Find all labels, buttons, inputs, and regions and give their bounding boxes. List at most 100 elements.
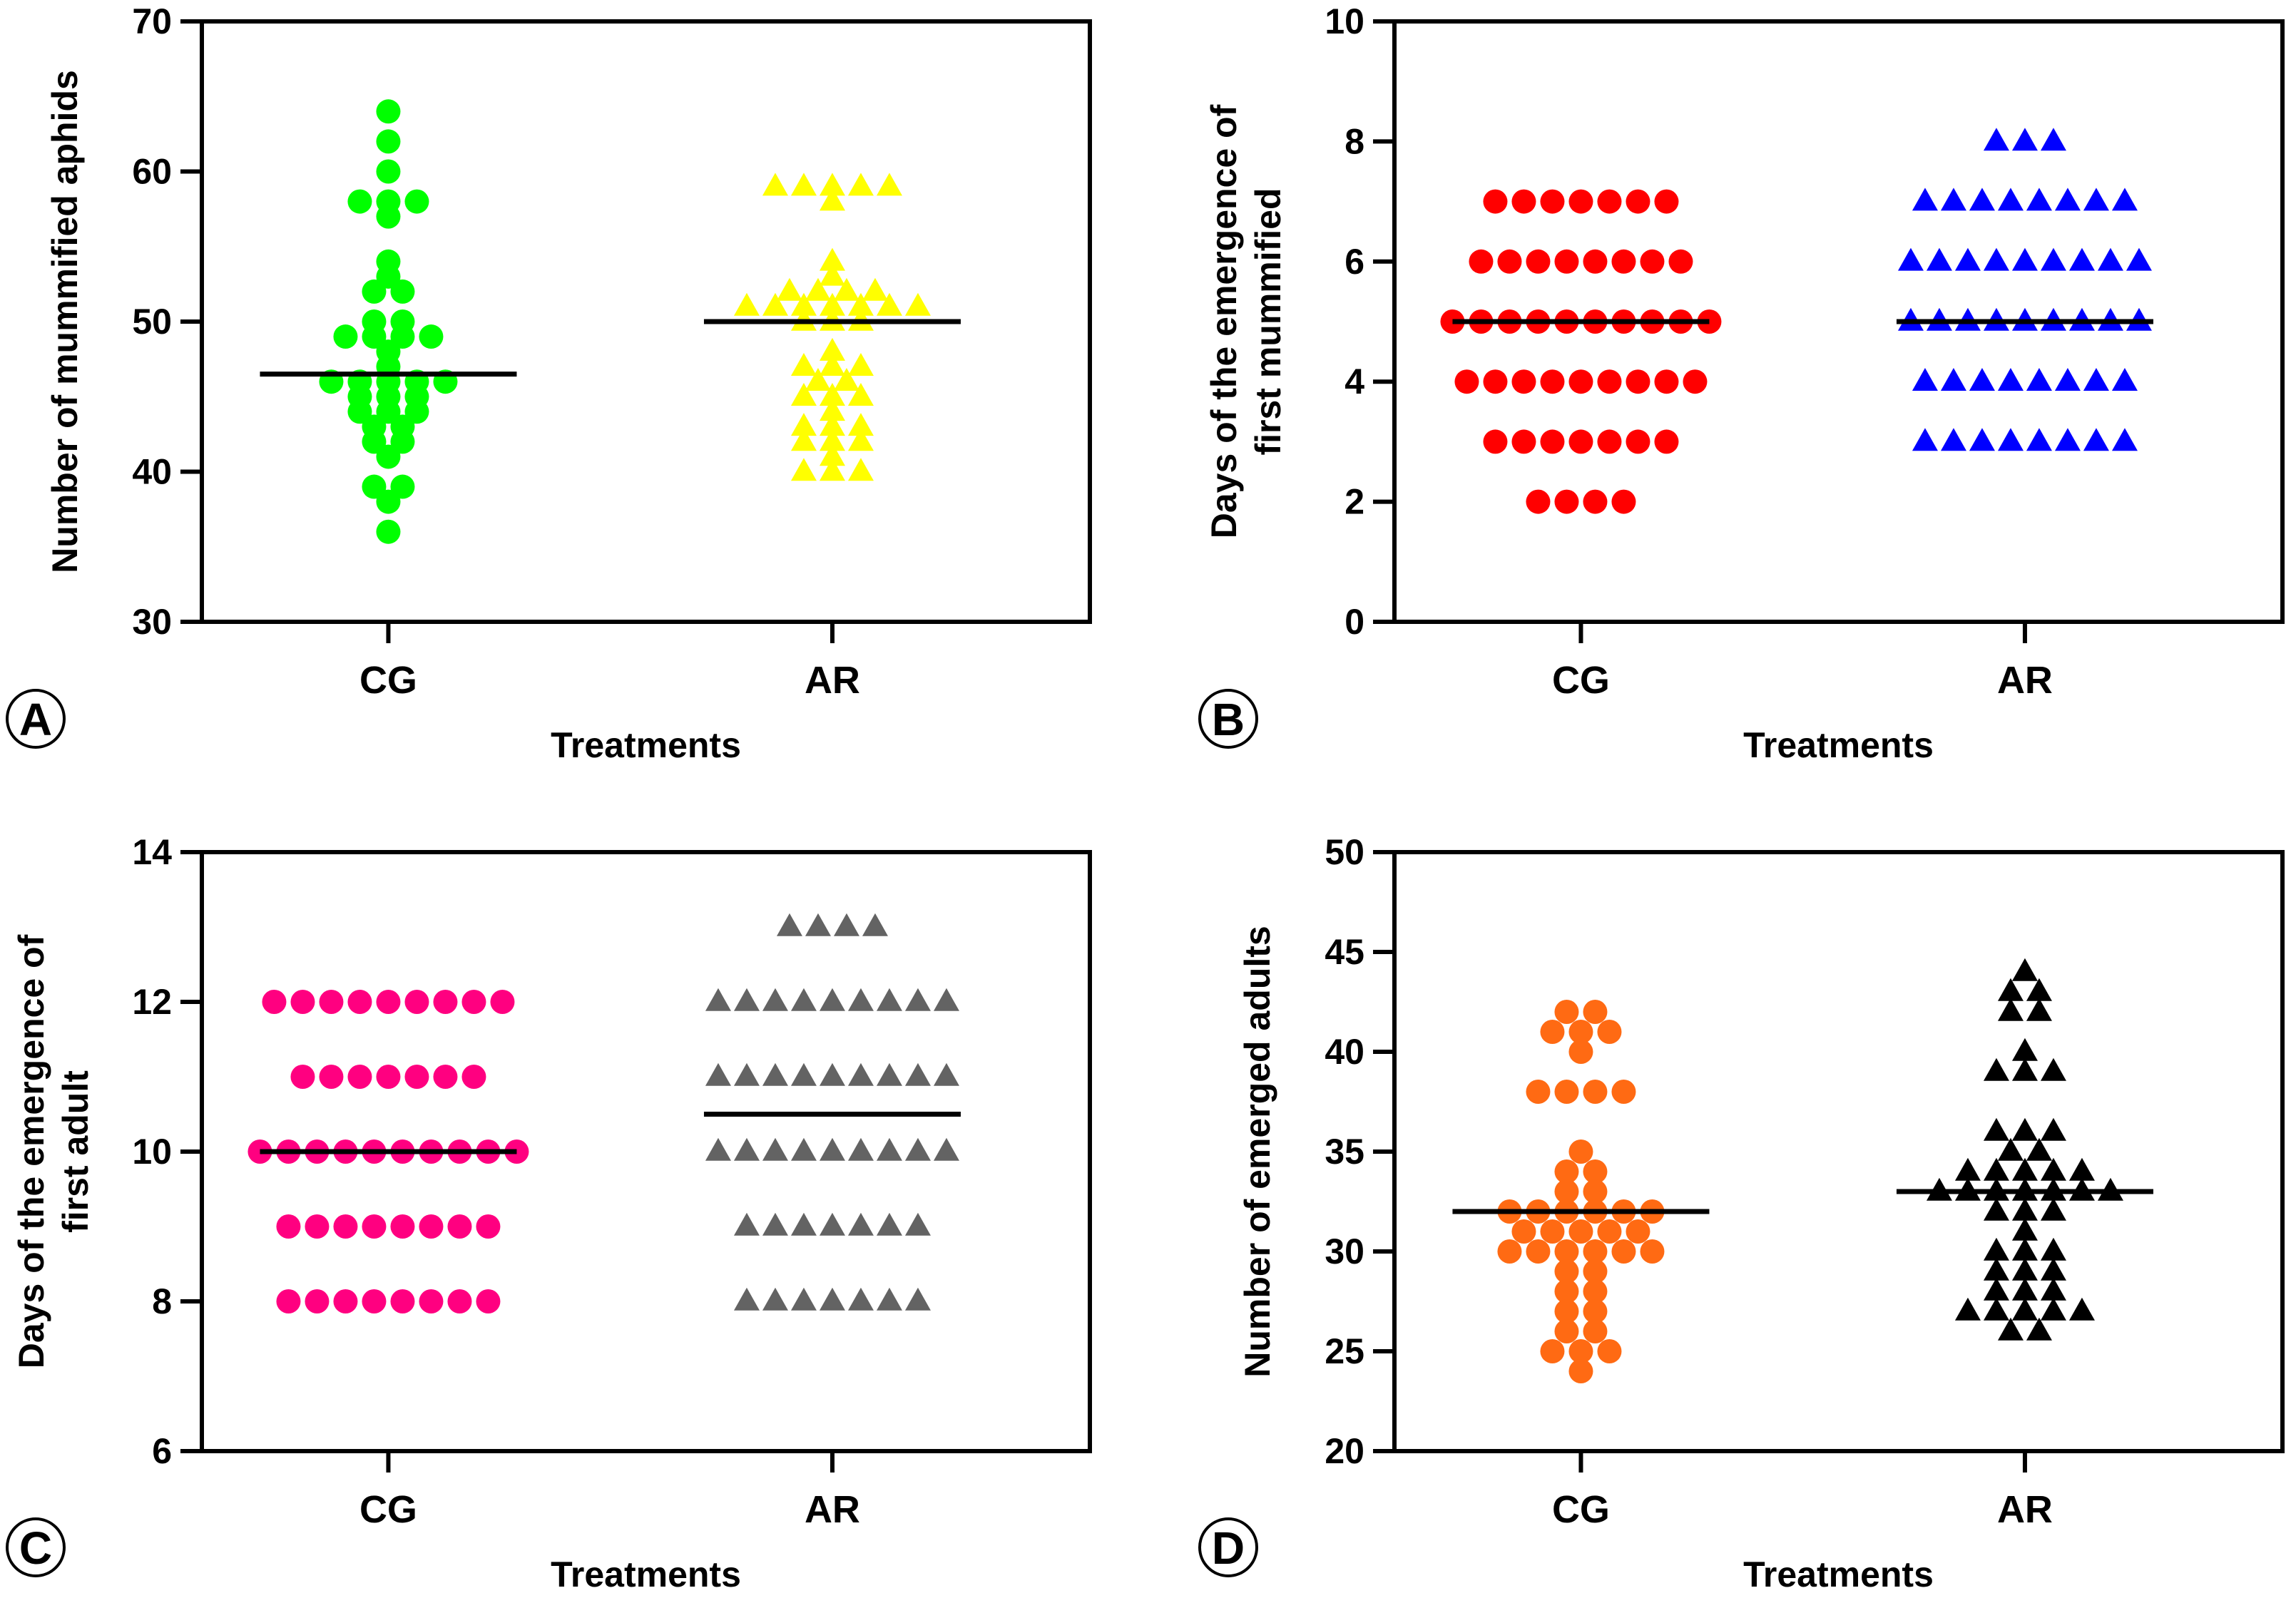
data-point-ar (1983, 1117, 2009, 1141)
data-point-ar (2040, 1257, 2066, 1281)
data-point-ar (1912, 368, 1938, 391)
y-axis-title: first mummified (1248, 188, 1288, 455)
data-point-ar (1983, 128, 2009, 151)
data-point-ar (1940, 188, 1966, 211)
data-point-cg (1554, 1299, 1579, 1323)
data-point-cg (376, 444, 401, 469)
data-point-cg (1526, 489, 1551, 514)
data-point-cg (1654, 429, 1679, 454)
data-point-cg (1583, 249, 1608, 274)
data-point-ar (2011, 958, 2038, 981)
x-category-label: AR (1997, 1488, 2053, 1531)
panel-letter: A (19, 694, 52, 745)
y-tick-label: 6 (152, 1431, 172, 1471)
data-point-ar (790, 428, 817, 451)
data-point-ar (1912, 428, 1938, 451)
data-point-ar (1983, 1277, 2009, 1301)
y-tick-label: 35 (1325, 1132, 1364, 1172)
data-point-cg (362, 279, 387, 304)
data-point-ar (2026, 978, 2052, 1001)
data-point-ar (904, 1287, 931, 1311)
data-point-cg (376, 519, 401, 544)
data-point-cg (461, 1065, 486, 1089)
data-point-ar (847, 1137, 874, 1161)
data-point-ar (833, 368, 859, 391)
data-point-cg (1568, 1339, 1593, 1363)
panel-a: 30 40 50 60 70 CG AR Treatments Number of mummif… (6, 1, 1092, 765)
data-point-cg (1483, 369, 1508, 394)
y-axis-title: Number of mummified aphids (45, 70, 85, 573)
data-point-cg (1469, 249, 1494, 274)
data-point-cg (404, 1065, 429, 1089)
data-point-ar (904, 988, 931, 1011)
data-point-cg (362, 474, 387, 499)
data-point-ar (762, 988, 788, 1011)
data-point-ar (933, 1137, 959, 1161)
panel-letter-badge (6, 689, 66, 749)
data-point-cg (305, 1214, 330, 1239)
panel-letter: B (1212, 694, 1245, 745)
data-point-ar (2126, 247, 2152, 271)
data-point-ar (2040, 128, 2066, 151)
data-point-cg (1597, 1339, 1622, 1363)
data-point-cg (1597, 1219, 1622, 1244)
data-point-cg (319, 1065, 344, 1089)
data-point-cg (1554, 1279, 1579, 1304)
data-point-ar (819, 988, 845, 1011)
data-point-ar (790, 1137, 817, 1161)
data-point-cg (1497, 249, 1522, 274)
data-point-cg (362, 429, 387, 454)
data-point-ar (1997, 1137, 2024, 1161)
data-point-ar (1912, 188, 1938, 211)
data-point-ar (805, 368, 831, 391)
data-point-ar (2026, 1137, 2052, 1161)
data-point-cg (290, 990, 315, 1014)
data-point-cg (1554, 489, 1579, 514)
x-category-label: CG (1552, 1488, 1610, 1531)
data-point-cg (1583, 1319, 1608, 1343)
data-point-ar (2026, 998, 2052, 1021)
data-point-ar (2083, 188, 2109, 211)
data-point-ar (762, 1212, 788, 1236)
data-point-ar (819, 247, 845, 271)
data-point-cg (1483, 189, 1508, 214)
y-tick-label: 8 (1345, 121, 1364, 161)
plot-frame (1392, 19, 2285, 624)
data-point-cg (1626, 1219, 1650, 1244)
data-point-ar (805, 277, 831, 301)
data-point-ar (1969, 368, 1995, 391)
data-point-ar (733, 1287, 760, 1311)
data-point-cg (1583, 1239, 1608, 1264)
data-point-ar (1983, 1257, 2009, 1281)
data-point-cg (1526, 1080, 1551, 1104)
data-point-cg (362, 1214, 387, 1239)
data-point-ar (847, 413, 874, 436)
data-point-cg (1597, 429, 1622, 454)
panel-c: 6 8 10 12 14 CG AR Treatments Days of the emerge… (6, 832, 1092, 1594)
data-point-cg (390, 1214, 415, 1239)
data-point-cg (1597, 369, 1622, 394)
data-point-ar (2111, 188, 2138, 211)
data-point-cg (376, 99, 401, 124)
data-point-ar (2011, 1197, 2038, 1221)
data-point-ar (705, 988, 731, 1011)
data-point-ar (1997, 998, 2024, 1021)
y-axis-title: Days of the emergence of (11, 934, 51, 1368)
y-axis-title: Days of the emergence of (1204, 104, 1244, 538)
data-point-ar (1997, 428, 2024, 451)
x-category-label: AR (805, 1488, 860, 1531)
data-point-ar (1983, 1297, 2009, 1321)
data-point-cg (1626, 369, 1650, 394)
data-point-cg (1554, 1179, 1579, 1204)
data-point-cg (262, 990, 287, 1014)
data-point-cg (376, 159, 401, 184)
data-point-ar (847, 383, 874, 406)
data-point-ar (833, 277, 859, 301)
data-point-cg (1597, 189, 1622, 214)
data-point-cg (404, 399, 429, 424)
data-point-cg (1611, 1080, 1636, 1104)
data-point-cg (419, 1289, 444, 1313)
data-point-ar (2068, 1157, 2095, 1181)
data-point-ar (790, 292, 817, 316)
data-point-cg (447, 1289, 472, 1313)
